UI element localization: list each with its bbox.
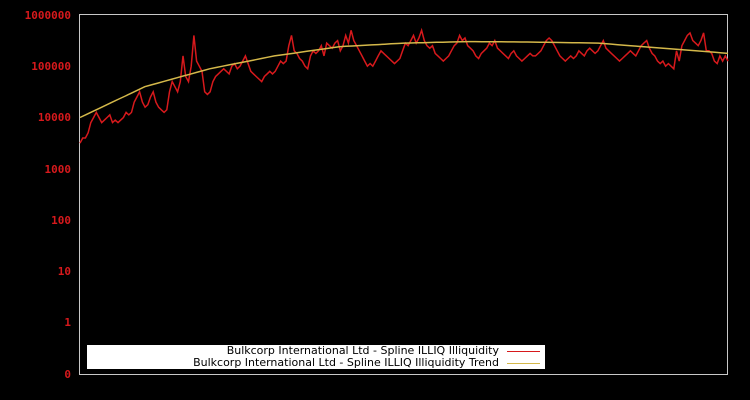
legend-swatch-gold (507, 362, 540, 364)
y-tick-label: 10000 (37, 111, 71, 124)
y-tick-label: 100 (51, 214, 71, 227)
y-tick-label: 1000 (44, 163, 72, 176)
y-tick-label: 10 (57, 265, 71, 278)
illiquidity-trend-line (79, 40, 729, 119)
legend-label: Bulkcorp International Ltd - Spline ILLI… (226, 344, 499, 357)
legend: Bulkcorp International Ltd - Spline ILLI… (87, 345, 545, 369)
plot-frame (79, 14, 728, 375)
legend-label: Bulkcorp International Ltd - Spline ILLI… (193, 356, 499, 369)
y-tick-label: 1000000 (24, 9, 71, 22)
y-tick-label: 100000 (31, 60, 71, 73)
legend-swatch-red (507, 350, 540, 352)
legend-item-trend: Bulkcorp International Ltd - Spline ILLI… (193, 357, 545, 369)
legend-item-illiquidity: Bulkcorp International Ltd - Spline ILLI… (227, 345, 545, 357)
y-tick-label: 0 (64, 368, 71, 381)
y-tick-label: 1 (64, 316, 71, 329)
illiquidity-line (79, 27, 729, 144)
